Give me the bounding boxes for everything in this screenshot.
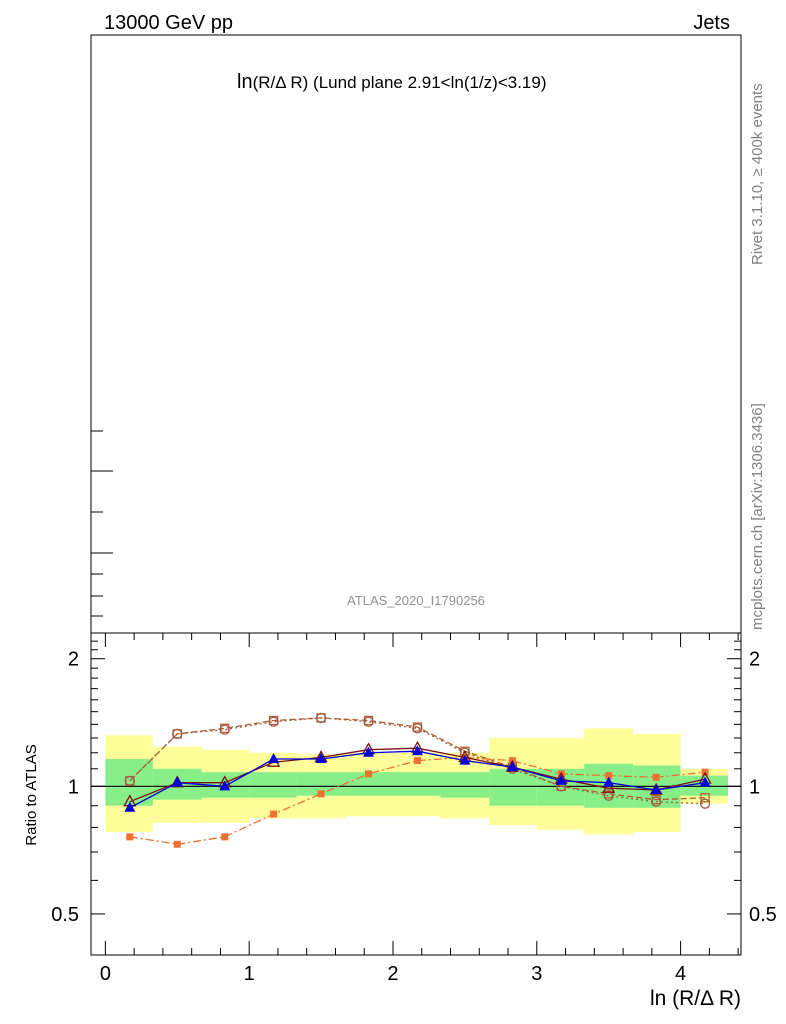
series-2-marker <box>413 757 421 765</box>
series-2-marker <box>173 840 181 848</box>
band-green-bin <box>392 772 441 796</box>
series-1-marker <box>412 723 423 734</box>
series-1-marker <box>268 716 279 727</box>
series-1-marker <box>124 775 135 787</box>
series-0-marker <box>700 793 710 803</box>
ratio-panel: 0 1 2 3 4 0.5 0.5 1 1 2 2 <box>51 632 777 985</box>
series-4-marker <box>603 776 615 787</box>
series-1-marker <box>651 796 662 807</box>
series-2-marker <box>270 810 278 818</box>
analysis-label: ATLAS_2020_I1790256 <box>347 593 485 608</box>
series-4-marker <box>699 776 711 787</box>
band-green-bin <box>249 772 297 798</box>
x-tick-label: 2 <box>387 963 398 985</box>
y-tick-label-right: 2 <box>749 649 760 671</box>
series-4-marker <box>411 745 423 756</box>
main-title-rest: (Lund plane 2.91<ln(1/z)<3.19) <box>308 73 546 92</box>
ratio-ylabel: Ratio to ATLAS <box>23 744 40 845</box>
series-4-marker <box>459 754 471 765</box>
side-text-mcplots: mcplots.cern.ch [arXiv:1306.3436] <box>749 403 766 630</box>
y-tick-label-right: 0.5 <box>749 904 777 926</box>
series-3-marker <box>602 780 616 793</box>
series-2-marker <box>365 770 373 778</box>
series-2-marker <box>605 772 613 780</box>
series-4-marker <box>171 776 183 787</box>
series-1-marker <box>315 712 327 724</box>
series-2-marker <box>652 773 660 781</box>
y-tick-label: 1 <box>68 776 79 798</box>
series-0-line <box>129 717 706 801</box>
series-2-marker <box>317 790 325 798</box>
series-1-marker <box>219 724 230 735</box>
series-2-marker <box>126 833 134 841</box>
series-1-marker <box>363 716 374 727</box>
x-tick-label: 0 <box>100 963 111 985</box>
series-1-marker <box>699 798 711 809</box>
main-title-sub: (R/Δ R) <box>253 73 309 92</box>
series-4-marker <box>506 761 518 772</box>
band-green-bin <box>296 772 346 796</box>
series-4-marker <box>650 784 662 795</box>
x-tick-label: 1 <box>244 963 255 985</box>
series-1-marker <box>603 790 614 801</box>
band-green-bin <box>440 772 490 798</box>
main-panel-frame <box>90 34 742 634</box>
series-4-marker <box>268 753 280 764</box>
main-panel-yticks <box>91 430 113 617</box>
series-4-marker <box>219 780 231 791</box>
band-green-bin <box>489 768 537 806</box>
x-tick-label: 3 <box>531 963 542 985</box>
main-title-ln: ln <box>237 71 253 93</box>
series-4-marker <box>315 753 327 764</box>
series-2-marker <box>221 833 229 841</box>
ratio-xlabel: ln (R/Δ R) <box>650 987 741 1010</box>
header-right: Jets <box>693 12 730 34</box>
y-tick-label: 2 <box>68 649 79 671</box>
y-tick-label: 0.5 <box>51 904 79 926</box>
y-tick-label-right: 1 <box>749 776 760 798</box>
series-4-marker <box>363 746 375 757</box>
series-4-marker <box>555 774 567 785</box>
header-left: 13000 GeV pp <box>104 12 233 34</box>
series-1-marker <box>172 728 183 739</box>
x-tick-label: 4 <box>675 963 686 985</box>
ratio-panel-frame <box>90 632 742 956</box>
ratio-axes: 0 1 2 3 4 0.5 0.5 1 1 2 2 <box>51 633 777 985</box>
series-group <box>123 712 712 848</box>
side-text-rivet: Rivet 3.1.10, ≥ 400k events <box>749 83 766 265</box>
series-4-marker <box>124 801 136 812</box>
main-title: ln(R/Δ R) (Lund plane 2.91<ln(1/z)<3.19) <box>237 71 547 93</box>
